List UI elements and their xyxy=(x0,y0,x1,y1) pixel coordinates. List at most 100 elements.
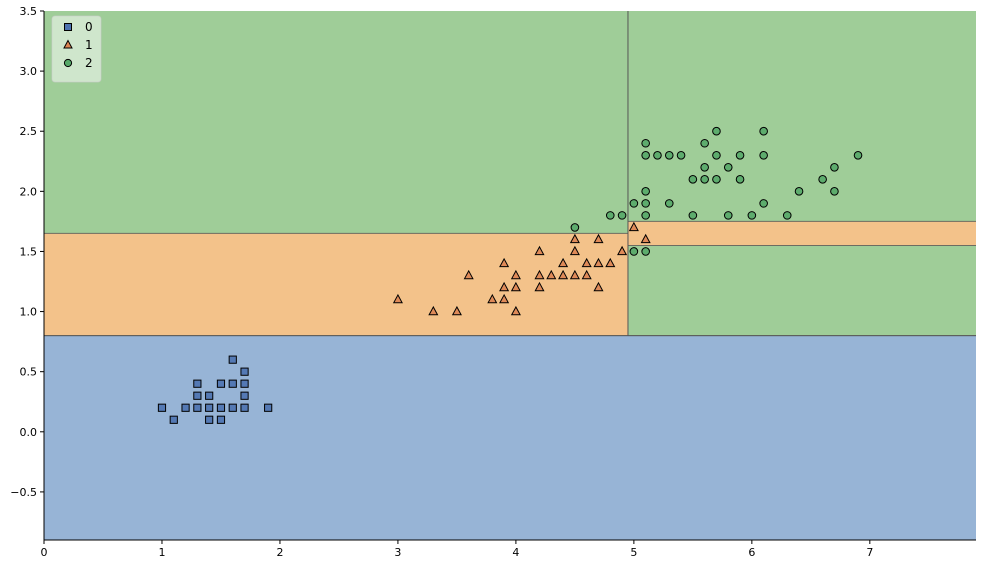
point-class-0 xyxy=(157,403,167,412)
point-class-0 xyxy=(193,391,202,400)
point-class-1 xyxy=(617,245,628,256)
legend-marker-circle xyxy=(63,58,73,68)
x-tick-label: 0 xyxy=(41,546,48,559)
point-class-0 xyxy=(240,379,249,388)
point-class-0 xyxy=(216,403,226,412)
point-class-2 xyxy=(664,199,674,208)
data-points xyxy=(157,126,863,424)
point-class-0 xyxy=(240,403,249,412)
y-tick-label: 3.0 xyxy=(20,65,38,78)
y-tick-label: 3.5 xyxy=(20,5,38,18)
point-class-1 xyxy=(534,245,545,256)
point-class-2 xyxy=(712,150,721,160)
point-class-1 xyxy=(534,269,545,280)
point-class-1 xyxy=(451,305,462,316)
point-class-2 xyxy=(664,150,674,160)
point-class-2 xyxy=(759,150,768,160)
point-class-2 xyxy=(735,150,745,160)
point-class-2 xyxy=(641,138,650,148)
decision-boundaries xyxy=(44,11,976,337)
point-class-2 xyxy=(641,211,650,220)
point-class-1 xyxy=(569,269,580,280)
y-tick-label: 1.5 xyxy=(20,245,38,258)
point-class-0 xyxy=(193,379,202,388)
point-class-1 xyxy=(463,269,474,280)
point-class-2 xyxy=(700,138,709,148)
legend-label: 2 xyxy=(85,56,93,70)
legend-label: 0 xyxy=(85,20,93,34)
point-class-2 xyxy=(641,247,650,256)
legend-marker-triangle xyxy=(63,39,73,49)
point-class-2 xyxy=(700,162,709,172)
x-tick-label: 7 xyxy=(866,546,873,559)
point-class-1 xyxy=(499,293,510,304)
point-class-2 xyxy=(759,126,768,136)
point-class-2 xyxy=(830,162,839,172)
point-class-1 xyxy=(593,257,604,268)
y-tick-label: 2.0 xyxy=(20,185,38,198)
point-class-2 xyxy=(818,175,827,184)
point-class-1 xyxy=(569,245,580,256)
point-class-1 xyxy=(510,305,521,316)
point-class-2 xyxy=(782,211,792,220)
x-tick-label: 1 xyxy=(158,546,165,559)
point-class-2 xyxy=(653,150,662,160)
point-class-1 xyxy=(581,257,592,268)
point-class-0 xyxy=(205,415,214,424)
region-class-2 xyxy=(627,11,976,222)
point-class-0 xyxy=(228,403,237,412)
point-class-0 xyxy=(264,403,273,412)
point-class-2 xyxy=(830,187,839,196)
point-class-1 xyxy=(487,293,498,304)
point-class-1 xyxy=(546,269,557,280)
point-class-2 xyxy=(759,199,768,208)
point-class-2 xyxy=(570,223,580,232)
point-class-0 xyxy=(216,415,226,424)
point-class-1 xyxy=(499,257,510,268)
point-class-0 xyxy=(205,403,214,412)
point-class-1 xyxy=(640,233,651,244)
legend-box xyxy=(51,15,102,83)
point-class-2 xyxy=(629,199,639,208)
region-class-1 xyxy=(627,221,976,246)
point-class-2 xyxy=(688,211,698,220)
point-class-0 xyxy=(169,415,178,424)
point-class-1 xyxy=(428,305,439,316)
point-class-2 xyxy=(735,175,745,184)
y-tick-label: 2.5 xyxy=(20,125,38,138)
point-class-1 xyxy=(510,269,521,280)
point-class-2 xyxy=(629,247,639,256)
point-class-2 xyxy=(712,126,721,136)
point-class-1 xyxy=(558,257,569,268)
point-class-2 xyxy=(700,175,709,184)
axes: 0 1 2 3 4 5 6 7 −0.5 0.0 0.5 1.0 1.5 2.0 2.5 3.0 3.5 xyxy=(10,5,976,559)
point-class-2 xyxy=(794,187,804,196)
point-class-2 xyxy=(641,187,650,196)
point-class-0 xyxy=(228,379,237,388)
region-class-1 xyxy=(44,233,628,336)
point-class-2 xyxy=(723,211,733,220)
legend-label: 1 xyxy=(85,38,93,52)
point-class-2 xyxy=(605,211,615,220)
point-class-2 xyxy=(853,150,863,160)
point-class-1 xyxy=(569,233,580,244)
point-class-1 xyxy=(581,269,592,280)
region-class-2 xyxy=(44,11,628,234)
point-class-1 xyxy=(593,281,604,292)
x-tick-label: 5 xyxy=(630,546,637,559)
legend: 0 1 2 xyxy=(51,15,102,83)
point-class-1 xyxy=(392,293,403,304)
y-tick-label: −0.5 xyxy=(10,486,37,499)
point-class-0 xyxy=(240,391,249,400)
x-tick-label: 4 xyxy=(512,546,519,559)
point-class-0 xyxy=(205,391,214,400)
point-class-2 xyxy=(641,199,650,208)
point-class-2 xyxy=(676,150,686,160)
x-tick-label: 3 xyxy=(394,546,401,559)
region-class-0 xyxy=(44,335,976,540)
point-class-1 xyxy=(534,281,545,292)
decision-regions xyxy=(44,11,976,540)
point-class-2 xyxy=(723,162,733,172)
point-class-2 xyxy=(712,175,721,184)
